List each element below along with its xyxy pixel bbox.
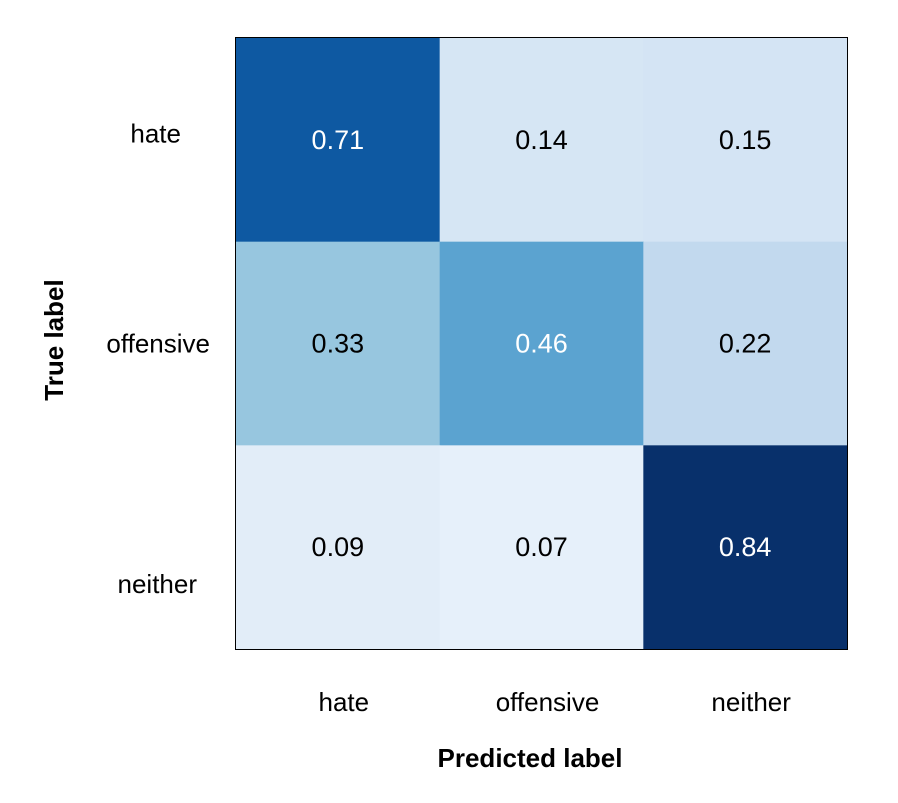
cell-value-label: 0.07: [515, 532, 568, 562]
x-axis-title: Predicted label: [438, 743, 623, 773]
heatmap-cells: [236, 38, 848, 650]
x-tick-label: offensive: [496, 687, 600, 717]
cell-value-labels: 0.71 0.14 0.15 0.33 0.46 0.22 0.09 0.07 0.84: [312, 125, 772, 562]
x-tick-label: hate: [319, 687, 370, 717]
y-tick-label: hate: [130, 119, 181, 149]
y-tick-label: neither: [118, 569, 198, 599]
cell-value-label: 0.46: [515, 329, 568, 359]
cell-value-label: 0.71: [312, 125, 365, 155]
cell-value-label: 0.09: [312, 532, 365, 562]
heatmap-cell: [236, 38, 441, 243]
x-tick-labels: hate offensive neither: [319, 687, 792, 717]
heatmap-cell: [643, 445, 848, 650]
cell-value-label: 0.33: [312, 329, 365, 359]
cell-value-label: 0.22: [719, 329, 772, 359]
y-tick-labels: hate offensive neither: [106, 119, 210, 599]
cell-value-label: 0.14: [515, 125, 568, 155]
heatmap-cell: [643, 38, 848, 243]
x-tick-label: neither: [711, 687, 791, 717]
heatmap-cell: [439, 445, 644, 650]
y-axis-title: True label: [39, 279, 69, 400]
heatmap-cell: [439, 38, 644, 243]
heatmap-cell: [439, 241, 644, 446]
plot-frame: [235, 37, 848, 650]
heatmap-cell: [643, 241, 848, 446]
y-tick-label: offensive: [106, 329, 210, 359]
cell-value-label: 0.84: [719, 532, 772, 562]
cell-value-label: 0.15: [719, 125, 772, 155]
heatmap-cell: [236, 241, 441, 446]
heatmap-cell: [236, 445, 441, 650]
